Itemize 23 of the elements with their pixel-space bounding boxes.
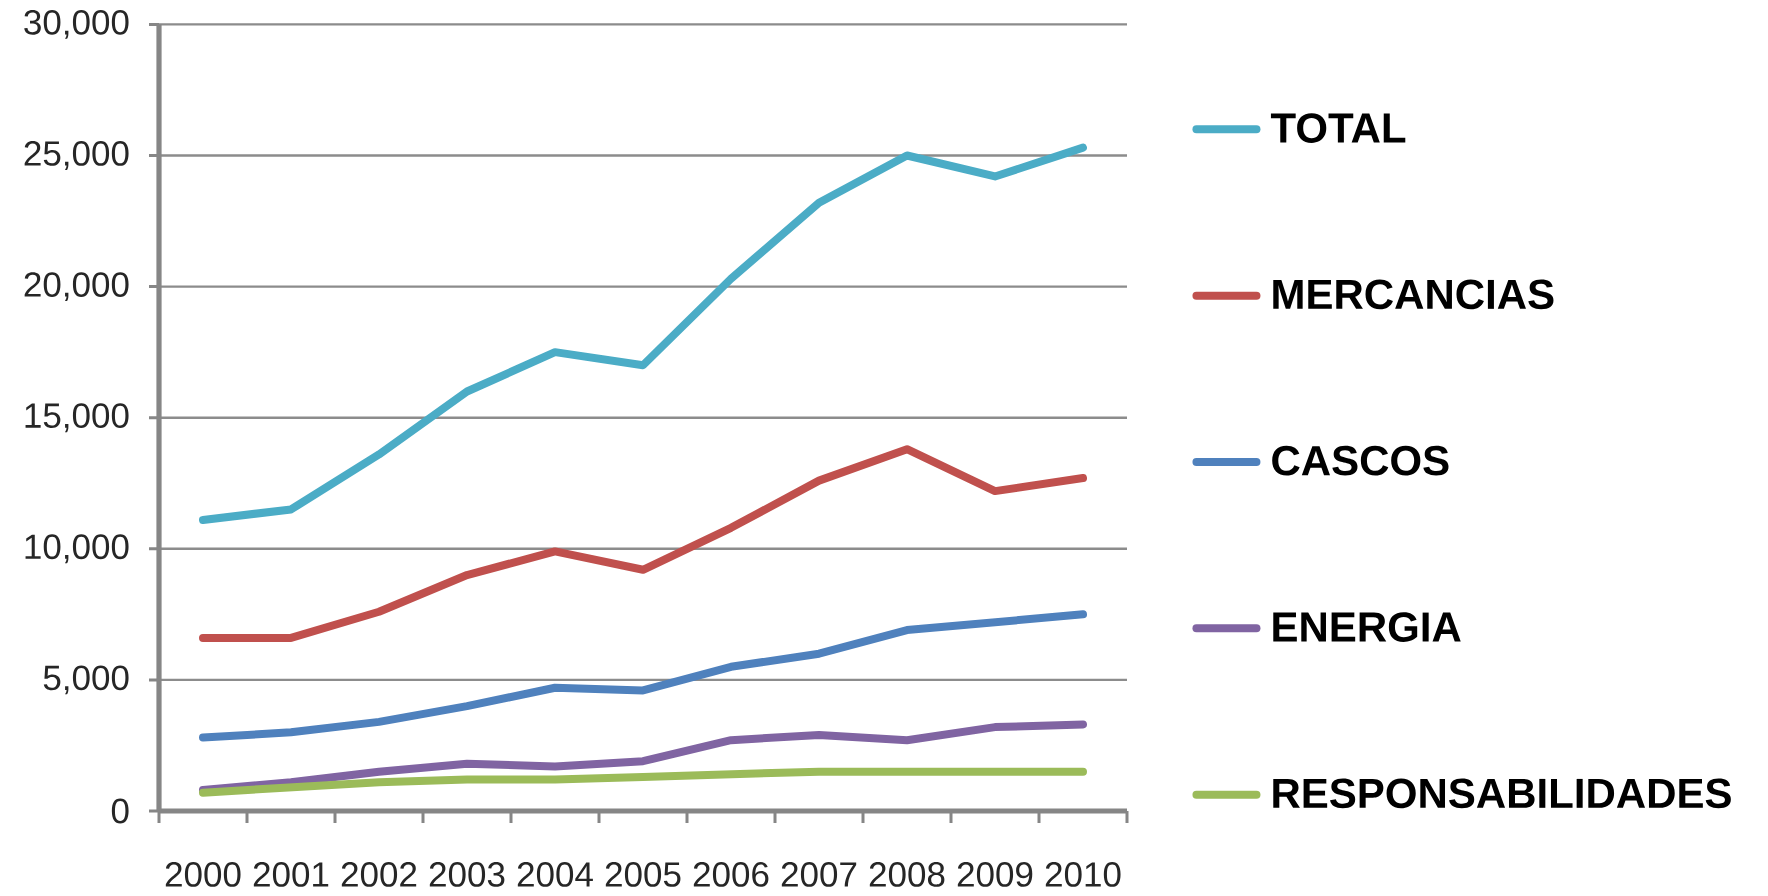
x-tick-label: 2009 [957, 862, 1033, 887]
legend-label: TOTAL [1270, 113, 1406, 143]
legend-label: ENERGIA [1273, 612, 1461, 642]
legend-label: CASCOS [1272, 445, 1449, 476]
x-tick-label: 2003 [429, 862, 505, 887]
y-tick-label: 30,000 [24, 9, 129, 39]
legend-label: MERCANCIAS [1273, 279, 1554, 310]
x-tick-label: 2001 [253, 862, 329, 887]
y-tick-label: 10,000 [25, 534, 129, 564]
x-tick-label: 2007 [781, 862, 857, 887]
x-tick-label: 2004 [517, 862, 593, 887]
legend-label: RESPONSABILIDADES [1273, 778, 1731, 809]
y-tick-label: 25,000 [24, 141, 129, 170]
y-tick-label: 5,000 [43, 665, 129, 695]
x-tick-label: 2005 [605, 862, 681, 887]
x-tick-label: 2006 [693, 862, 769, 887]
y-tick-label: 20,000 [24, 272, 129, 302]
x-tick-label: 2010 [1045, 862, 1121, 887]
x-tick-label: 2000 [165, 862, 241, 887]
x-tick-label: 2008 [869, 862, 945, 887]
y-tick-label: 0 [111, 798, 129, 824]
x-tick-label: 2002 [341, 862, 417, 887]
y-tick-label: 15,000 [25, 403, 129, 433]
